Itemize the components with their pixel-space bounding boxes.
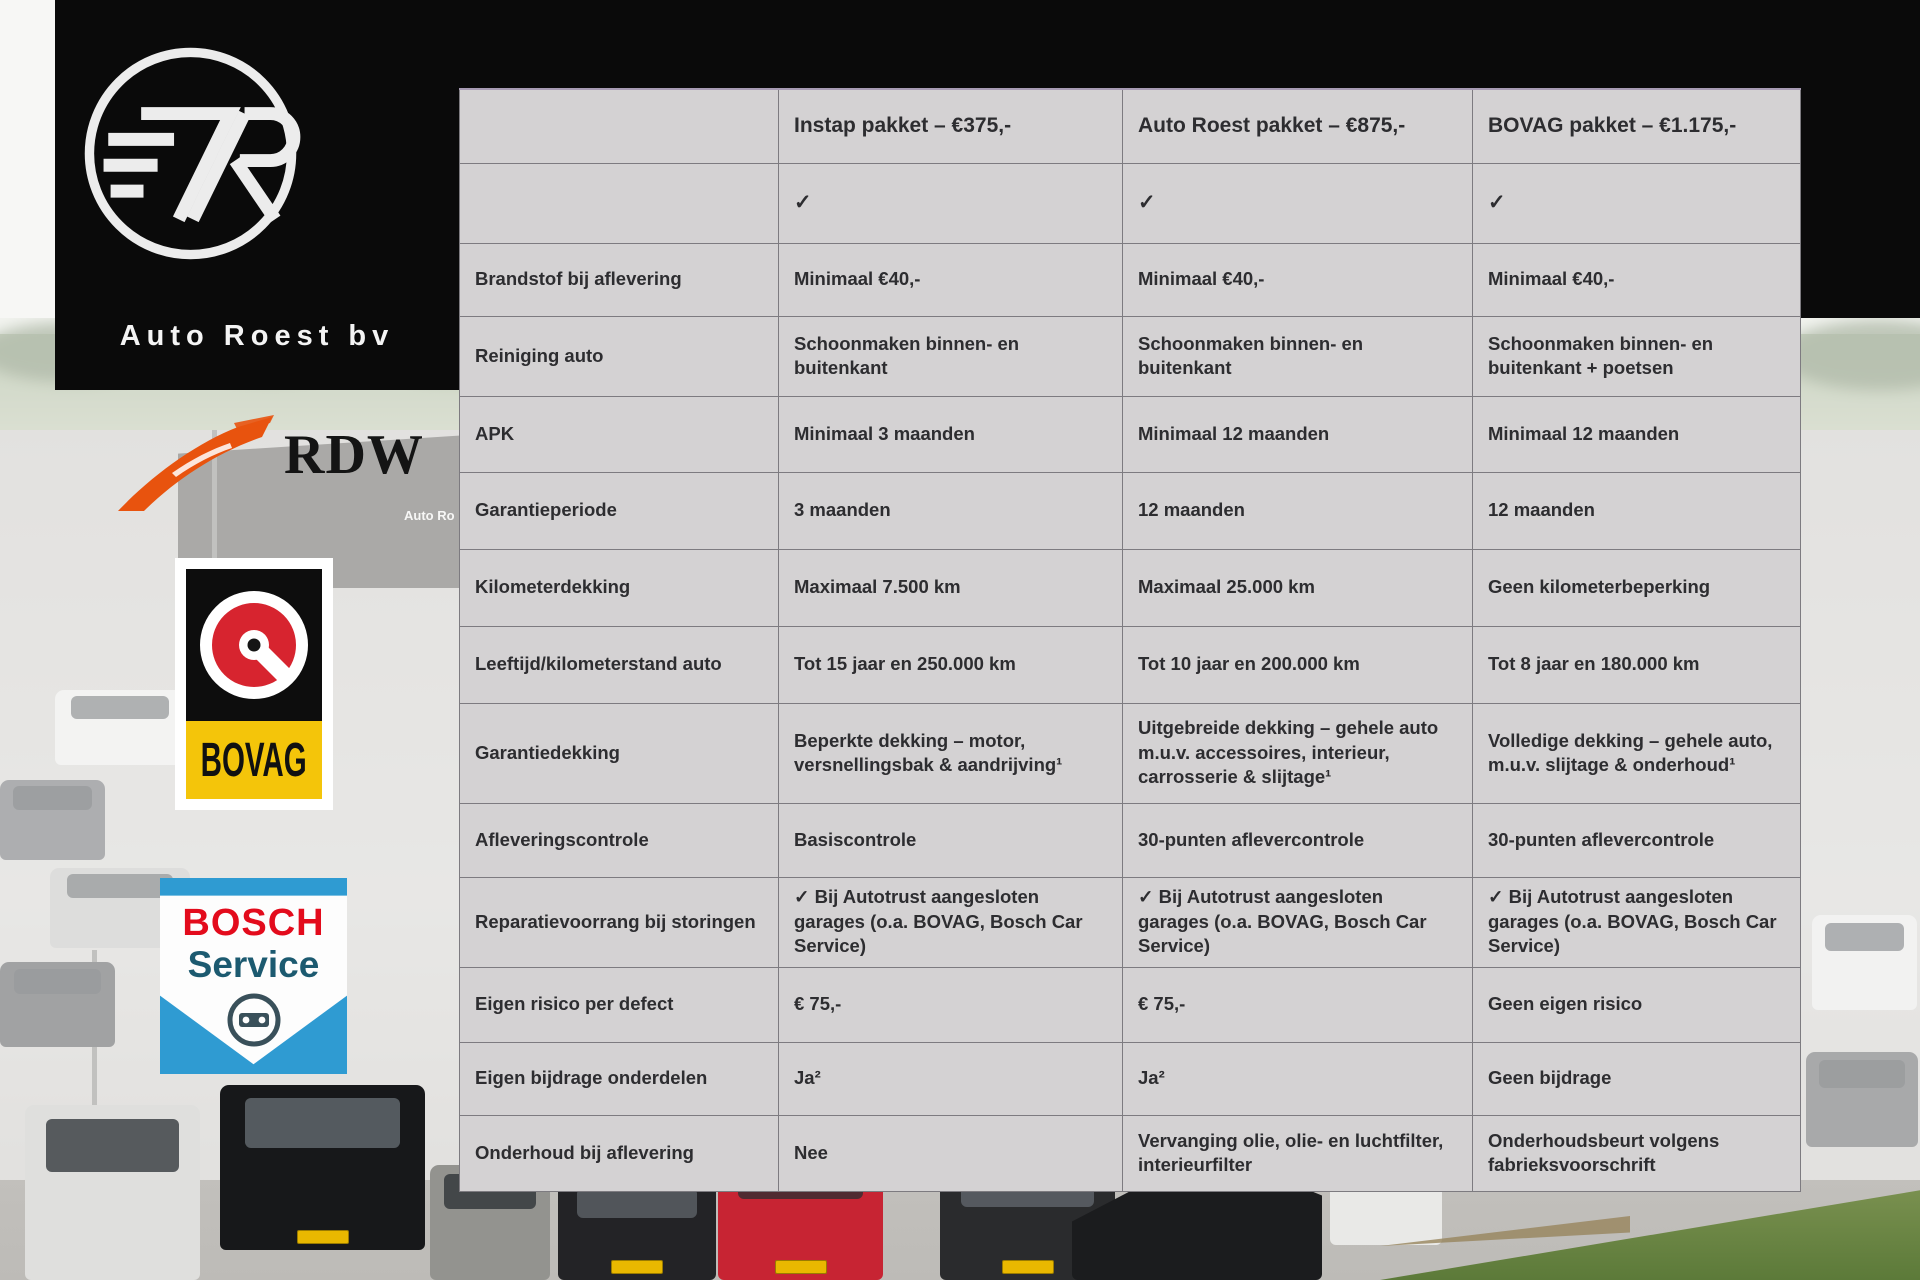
- cell: ✓ Bij Autotrust aangesloten garages (o.a…: [1472, 876, 1801, 968]
- table-row-eigen-risico: Eigen risico per defect € 75,- € 75,- Ge…: [459, 966, 1801, 1043]
- bosch-armature-icon: [227, 993, 281, 1047]
- license-plate: [774, 1260, 827, 1274]
- cell: Minimaal 12 maanden: [1472, 395, 1801, 473]
- left-margin: [0, 0, 55, 318]
- cell: Onderhoudsbeurt volgens fabrieksvoorschr…: [1472, 1114, 1801, 1192]
- bovag-wheel-icon: [200, 591, 308, 699]
- bovag-logo: BOVAG: [175, 558, 333, 810]
- auto-roest-7r-logo-icon: [84, 47, 301, 260]
- table-row-eigen-bijdrage: Eigen bijdrage onderdelen Ja² Ja² Geen b…: [459, 1041, 1801, 1116]
- cell: ✓ Bij Autotrust aangesloten garages (o.a…: [1122, 876, 1473, 968]
- dealer-name: Auto Roest bv: [119, 320, 395, 352]
- row-label: Reparatievoorrang bij storingen: [459, 876, 779, 968]
- table-row-kilometerdekking: Kilometerdekking Maximaal 7.500 km Maxim…: [459, 548, 1801, 627]
- license-plate: [1001, 1260, 1054, 1274]
- cell: 12 maanden: [1472, 471, 1801, 550]
- cell: Schoonmaken binnen- en buitenkant + poet…: [1472, 315, 1801, 397]
- dark-car: [558, 1180, 716, 1280]
- cell: 30-punten aflevercontrole: [1122, 802, 1473, 878]
- table-row-brandstof: Brandstof bij aflevering Minimaal €40,- …: [459, 242, 1801, 317]
- table-row-afleveringscontrole: Afleveringscontrole Basiscontrole 30-pun…: [459, 802, 1801, 878]
- table-row-garantieperiode: Garantieperiode 3 maanden 12 maanden 12 …: [459, 471, 1801, 550]
- black-suv: [220, 1085, 425, 1250]
- license-plate: [611, 1260, 663, 1274]
- cell: Geen kilometerbeperking: [1472, 548, 1801, 627]
- row-label: Leeftijd/kilometerstand auto: [459, 625, 779, 704]
- check-cell: ✓: [1472, 162, 1801, 244]
- cell: Uitgebreide dekking – gehele auto m.u.v.…: [1122, 702, 1473, 804]
- license-plate: [296, 1230, 349, 1244]
- table-row-reparatievoorrang: Reparatievoorrang bij storingen ✓ Bij Au…: [459, 876, 1801, 968]
- cell: € 75,-: [1122, 966, 1473, 1043]
- cell: 12 maanden: [1122, 471, 1473, 550]
- cell: Tot 10 jaar en 200.000 km: [1122, 625, 1473, 704]
- cell: Vervanging olie, olie- en luchtfilter, i…: [1122, 1114, 1473, 1192]
- table-row-reiniging: Reiniging auto Schoonmaken binnen- en bu…: [459, 315, 1801, 397]
- check-row: ✓ ✓ ✓: [459, 162, 1801, 244]
- table-row-onderhoud: Onderhoud bij aflevering Nee Vervanging …: [459, 1114, 1801, 1192]
- rdw-logo: RDW: [112, 415, 423, 515]
- package-comparison-table: Instap pakket – €375,- Auto Roest pakket…: [459, 88, 1801, 1192]
- row-label: APK: [459, 395, 779, 473]
- table-row-leeftijd: Leeftijd/kilometerstand auto Tot 15 jaar…: [459, 625, 1801, 704]
- row-label: Brandstof bij aflevering: [459, 242, 779, 317]
- bovag-emblem: [186, 569, 322, 721]
- cell: Maximaal 7.500 km: [778, 548, 1123, 627]
- cell: Minimaal €40,-: [1472, 242, 1801, 317]
- cell: 3 maanden: [778, 471, 1123, 550]
- rdw-wordmark: RDW: [284, 424, 424, 486]
- table-row-garantiedekking: Garantiedekking Beperkte dekking – motor…: [459, 702, 1801, 804]
- cell: Minimaal 12 maanden: [1122, 395, 1473, 473]
- cell: Maximaal 25.000 km: [1122, 548, 1473, 627]
- table-row-apk: APK Minimaal 3 maanden Minimaal 12 maand…: [459, 395, 1801, 473]
- row-label: Kilometerdekking: [459, 548, 779, 627]
- table-header-row: Instap pakket – €375,- Auto Roest pakket…: [459, 88, 1801, 164]
- cell: Schoonmaken binnen- en buitenkant: [778, 315, 1123, 397]
- rdw-wing-icon: [118, 415, 274, 511]
- bovag-wordmark-band: BOVAG: [186, 721, 322, 799]
- cell: 30-punten aflevercontrole: [1472, 802, 1801, 878]
- cell: Volledige dekking – gehele auto, m.u.v. …: [1472, 702, 1801, 804]
- row-label: Garantiedekking: [459, 702, 779, 804]
- cell: Tot 8 jaar en 180.000 km: [1472, 625, 1801, 704]
- bovag-wordmark: BOVAG: [200, 731, 308, 787]
- cell: Beperkte dekking – motor, versnellingsba…: [778, 702, 1123, 804]
- cell: Basiscontrole: [778, 802, 1123, 878]
- row-label: Garantieperiode: [459, 471, 779, 550]
- column-header-auto-roest: Auto Roest pakket – €875,-: [1122, 88, 1473, 164]
- check-cell: ✓: [778, 162, 1123, 244]
- bosch-service-logo: BOSCH Service: [160, 878, 347, 1074]
- cell: Ja²: [1122, 1041, 1473, 1116]
- row-label: [459, 162, 779, 244]
- cell: Schoonmaken binnen- en buitenkant: [1122, 315, 1473, 397]
- cell: Minimaal 3 maanden: [778, 395, 1123, 473]
- row-label: Eigen bijdrage onderdelen: [459, 1041, 779, 1116]
- row-label: Onderhoud bij aflevering: [459, 1114, 779, 1192]
- cell: Ja²: [778, 1041, 1123, 1116]
- cell: Tot 15 jaar en 250.000 km: [778, 625, 1123, 704]
- cell: Minimaal €40,-: [1122, 242, 1473, 317]
- row-label: Eigen risico per defect: [459, 966, 779, 1043]
- cell: € 75,-: [778, 966, 1123, 1043]
- bosch-service-wordmark: Service: [187, 944, 320, 985]
- auto-roest-logo-box: Auto Roest bv: [55, 0, 459, 390]
- cell: Geen eigen risico: [1472, 966, 1801, 1043]
- column-header-instap: Instap pakket – €375,-: [778, 88, 1123, 164]
- cell: Geen bijdrage: [1472, 1041, 1801, 1116]
- cell: Minimaal €40,-: [778, 242, 1123, 317]
- column-header-bovag: BOVAG pakket – €1.175,-: [1472, 88, 1801, 164]
- bosch-wordmark: BOSCH: [182, 902, 325, 944]
- row-label: Afleveringscontrole: [459, 802, 779, 878]
- row-label: Reiniging auto: [459, 315, 779, 397]
- cell: ✓ Bij Autotrust aangesloten garages (o.a…: [778, 876, 1123, 968]
- check-cell: ✓: [1122, 162, 1473, 244]
- corner-cell: [459, 88, 779, 164]
- cell: Nee: [778, 1114, 1123, 1192]
- white-car: [25, 1105, 200, 1280]
